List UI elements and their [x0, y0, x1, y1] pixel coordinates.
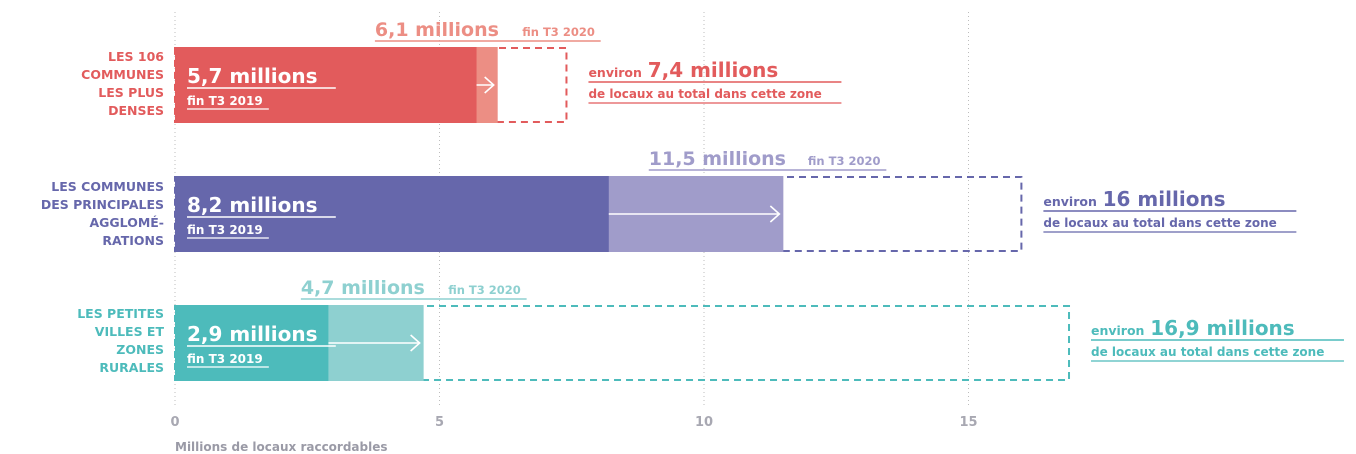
growth-arrow-head	[484, 76, 495, 94]
total-prefix: environ	[588, 65, 641, 80]
total-prefix: environ	[1043, 194, 1096, 209]
sub-2020-label: fin T3 2020	[448, 283, 521, 297]
sub-2019-label: fin T3 2019	[187, 94, 263, 108]
bar-2019	[175, 305, 329, 381]
total-prefix: environ	[1091, 323, 1144, 338]
value-2019-label: 8,2 millions	[187, 193, 318, 217]
sub-2019-label: fin T3 2019	[187, 352, 263, 366]
category-label-small-towns-rural: LES PETITES VILLES ET ZONES RURALES	[0, 305, 164, 377]
category-label-dense-communes: LES 106 COMMUNES LES PLUS DENSES	[0, 48, 164, 120]
total-value: 16,9 millions	[1150, 316, 1294, 340]
total-text: de locaux au total dans cette zone	[1091, 345, 1324, 359]
category-label-line: COMMUNES	[81, 67, 164, 82]
growth-arrow-head	[410, 334, 421, 352]
total-value: 16 millions	[1103, 187, 1226, 211]
category-label-line: LES PLUS	[98, 85, 164, 100]
value-2020-label: 11,5 millions	[649, 148, 786, 170]
x-tick-label: 15	[959, 415, 977, 430]
category-label-line: RURALES	[99, 360, 164, 375]
x-tick-label: 5	[435, 415, 444, 430]
value-2019-label: 5,7 millions	[187, 64, 318, 88]
category-label-line: VILLES ET	[94, 324, 164, 339]
value-2020-label: 6,1 millions	[375, 19, 499, 41]
sub-2019-label: fin T3 2019	[187, 223, 263, 237]
total-text: de locaux au total dans cette zone	[588, 87, 821, 101]
total-text: de locaux au total dans cette zone	[1043, 216, 1276, 230]
category-label-line: AGGLOMÉ-	[89, 215, 164, 230]
bar-2019	[175, 47, 477, 123]
value-2020-label: 4,7 millions	[301, 277, 425, 299]
category-label-main-agglomerations: LES COMMUNES DES PRINCIPALES AGGLOMÉ- RATIO…	[0, 178, 164, 250]
category-label-line: LES 106	[108, 49, 164, 64]
total-value: 7,4 millions	[648, 58, 779, 82]
sub-2020-label: fin T3 2020	[522, 25, 595, 39]
category-label-line: ZONES	[116, 342, 164, 357]
value-2019-label: 2,9 millions	[187, 322, 318, 346]
x-tick-label: 0	[170, 415, 179, 430]
sub-2020-label: fin T3 2020	[808, 154, 881, 168]
category-label-line: DES PRINCIPALES	[40, 197, 164, 212]
x-axis-label: Millions de locaux raccordables	[175, 440, 388, 454]
category-label-line: LES PETITES	[77, 306, 164, 321]
growth-arrow-head	[769, 205, 781, 223]
category-label-line: LES COMMUNES	[51, 179, 164, 194]
bar-2019	[175, 176, 609, 252]
x-tick-label: 10	[695, 415, 713, 430]
category-label-line: RATIONS	[102, 233, 164, 248]
category-label-line: DENSES	[108, 103, 164, 118]
